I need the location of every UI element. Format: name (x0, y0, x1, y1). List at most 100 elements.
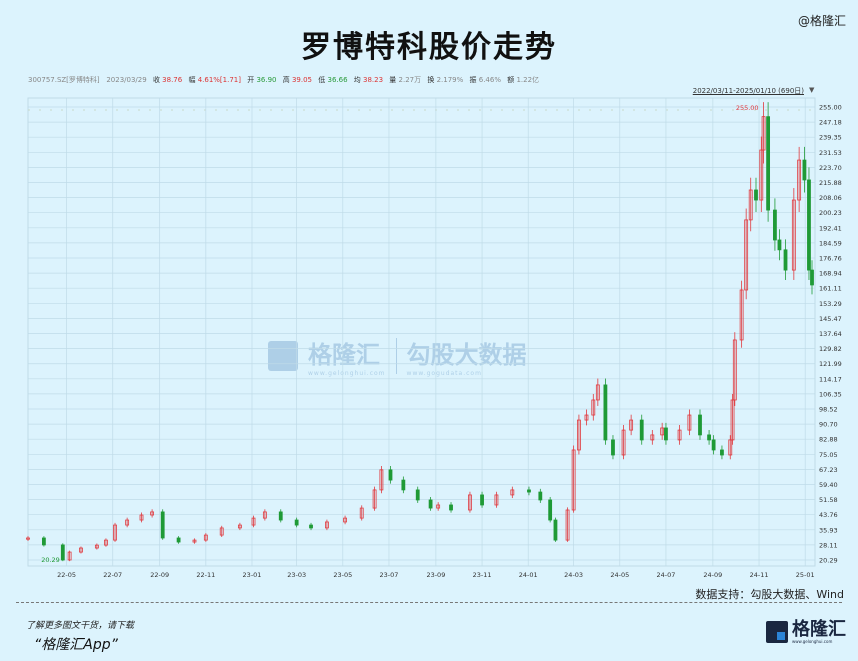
y-tick-label: 43.76 (819, 511, 838, 519)
high-value: 39.05 (291, 76, 313, 84)
y-tick-label: 35.93 (819, 526, 838, 534)
candle-body (388, 469, 393, 481)
x-tick-label: 23-11 (473, 571, 492, 579)
x-tick-label: 24-01 (519, 571, 538, 579)
low-label: 低 (318, 76, 326, 84)
divider (16, 602, 842, 603)
high-label: 高 (282, 76, 290, 84)
candle-body (802, 159, 807, 181)
candle-body (104, 539, 108, 546)
candle-body (237, 524, 242, 529)
candle-body (698, 414, 702, 436)
candle-body (584, 414, 589, 421)
candle-body (595, 384, 600, 401)
candle-body (94, 544, 99, 549)
avg-label: 均 (353, 76, 361, 84)
x-tick-label: 22-09 (150, 571, 169, 579)
candle-body (791, 199, 796, 271)
brand-label: @格隆汇 (797, 14, 846, 28)
candle-body (125, 519, 130, 526)
candle-body (577, 419, 581, 451)
y-tick-label: 192.41 (819, 224, 842, 232)
candle-body (639, 419, 644, 441)
candle-body (810, 269, 814, 286)
close-label: 收 (152, 76, 160, 84)
y-tick-label: 168.94 (819, 270, 842, 278)
data-source: 数据支持：勾股大数据、Wind (695, 588, 844, 601)
candle-body (79, 547, 83, 553)
x-tick-label: 24-07 (657, 571, 676, 579)
candle-body (415, 489, 420, 501)
candle-body (262, 511, 267, 519)
y-tick-label: 51.58 (819, 496, 838, 504)
logo-text: 格隆汇 (792, 619, 846, 640)
candle-body (359, 507, 364, 519)
y-tick-label: 67.23 (819, 466, 838, 474)
x-tick-label: 24-05 (610, 571, 629, 579)
close-value: 38.76 (162, 76, 183, 84)
candle-body (26, 537, 30, 540)
candle-body (372, 489, 377, 509)
amount-value: 1.22亿 (516, 76, 540, 84)
candle-body (759, 149, 764, 201)
candle-body (754, 189, 758, 201)
candle-body (773, 209, 777, 241)
promo-text: 了解更多图文干货，请下载 (26, 621, 135, 631)
logo-url: www.gelonghui.com (792, 639, 833, 644)
candle-body (494, 494, 499, 506)
quote-date: 2023/03/29 (106, 76, 147, 84)
y-tick-label: 255.00 (819, 104, 842, 112)
y-tick-label: 231.53 (819, 149, 842, 157)
candle-body (711, 439, 716, 451)
candle-body (480, 494, 484, 506)
y-tick-label: 145.47 (819, 315, 842, 323)
candle-body (748, 189, 753, 221)
watermark-brand-url: www.gelonghui.com (308, 370, 386, 377)
candle-body (294, 519, 299, 526)
turnover-label: 换 (427, 76, 435, 84)
y-tick-label: 59.40 (819, 481, 838, 489)
y-tick-label: 82.88 (819, 436, 838, 444)
candle-body (744, 219, 749, 291)
stock-code: 300757.SZ[罗博特科] (28, 76, 100, 84)
dropdown-caret-icon[interactable]: ▼ (809, 86, 815, 94)
candle-body (160, 511, 165, 539)
low-value: 36.66 (327, 76, 348, 84)
change-value: 4.61%[1.71] (197, 76, 241, 84)
candle-body (67, 551, 72, 561)
date-range-selector[interactable]: 2022/03/11-2025/01/10 (690日) (692, 87, 804, 95)
y-tick-label: 153.29 (819, 300, 842, 308)
x-tick-label: 23-09 (426, 571, 445, 579)
candle-body (203, 534, 208, 541)
y-tick-label: 184.59 (819, 239, 842, 247)
watermark-brand: 格隆汇 (308, 341, 380, 369)
max-price-label: 255.00 (736, 104, 759, 112)
candle-body (807, 179, 811, 271)
x-tick-label: 23-03 (287, 571, 306, 579)
gelonghui-logo: 格隆汇 www.gelonghui.com (766, 620, 846, 644)
candle-body (629, 419, 634, 431)
y-tick-label: 28.11 (819, 541, 838, 549)
x-tick-label: 23-01 (243, 571, 262, 579)
candle-body (278, 511, 283, 521)
candle-body (527, 489, 531, 493)
candle-body (251, 517, 256, 526)
y-tick-label: 114.17 (819, 375, 842, 383)
candle-body (548, 499, 553, 521)
candle-body (428, 499, 433, 509)
candle-body (139, 514, 144, 521)
candlestick-chart: 255.00 247.18 239.35 231.53 223.70 215.88 208.… (26, 97, 842, 579)
candle-body (783, 249, 788, 271)
candle-body (739, 289, 744, 341)
candle-body (401, 479, 406, 491)
candle-body (113, 524, 117, 541)
y-tick-label: 121.99 (819, 360, 842, 368)
amplitude-label: 振 (469, 76, 477, 84)
candle-body (565, 509, 570, 541)
y-tick-label: 200.23 (819, 209, 842, 217)
candle-body (379, 469, 384, 491)
y-tick-label: 176.76 (819, 255, 842, 263)
change-label: 幅 (188, 76, 196, 84)
candle-body (553, 519, 558, 541)
candle-body (728, 439, 733, 456)
